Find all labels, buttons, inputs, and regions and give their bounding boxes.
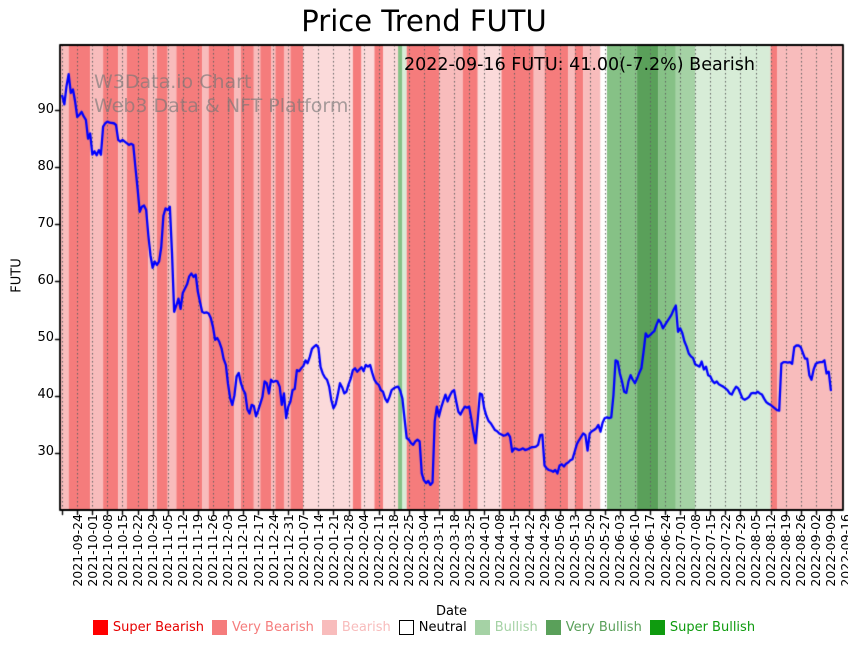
y-tick-label: 70 [37, 215, 54, 231]
x-tick-label: 2022-05-20 [582, 514, 598, 587]
x-tick-label: 2022-05-27 [597, 514, 613, 587]
legend-item-bullish: Bullish [474, 620, 538, 635]
legend-swatch [474, 620, 490, 635]
x-tick-label: 2022-02-11 [371, 514, 387, 587]
y-tick-label: 90 [37, 101, 54, 117]
legend-label: Bearish [341, 620, 391, 635]
legend-item-super-bearish: Super Bearish [92, 620, 204, 635]
x-tick-label: 2022-05-06 [552, 514, 567, 587]
x-tick-label: 2022-03-18 [446, 514, 462, 587]
y-tick-label: 60 [37, 272, 54, 288]
x-tick-label: 2022-01-07 [295, 514, 311, 587]
legend-label: Super Bearish [112, 620, 204, 635]
last-price-annotation: 2022-09-16 FUTU: 41.00(-7.2%) Bearish [404, 55, 755, 75]
x-tick-label: 2021-10-29 [145, 514, 161, 587]
legend-swatch [649, 620, 665, 635]
x-tick-label: 2022-07-22 [717, 514, 733, 587]
legend-label: Very Bearish [232, 620, 314, 635]
x-tick-label: 2021-10-22 [129, 514, 145, 587]
legend-item-very-bearish: Very Bearish [212, 620, 314, 635]
x-tick-label: 2021-11-19 [190, 514, 206, 587]
x-tick-label: 2022-01-14 [310, 514, 326, 587]
legend-label: Very Bullish [565, 620, 642, 635]
x-axis-label: Date [435, 604, 468, 619]
watermark-line1: W3Data.io Chart [94, 71, 252, 93]
y-tick-label: 50 [37, 330, 54, 346]
x-tick-label: 2022-09-09 [823, 514, 839, 587]
x-tick-label: 2022-07-08 [687, 514, 703, 587]
legend-swatch [398, 620, 414, 635]
x-tick-label: 2021-12-17 [250, 514, 266, 587]
x-tick-label: 2022-07-29 [732, 514, 748, 587]
x-tick-label: 2022-03-11 [431, 514, 447, 587]
chart-title: Price Trend FUTU [301, 4, 547, 38]
x-tick-label: 2022-03-25 [461, 514, 477, 587]
x-tick-label: 2022-01-21 [325, 514, 341, 587]
x-tick-label: 2021-10-08 [99, 514, 115, 587]
legend-swatch [321, 620, 337, 635]
legend-item-very-bullish: Very Bullish [545, 620, 642, 635]
x-tick-label: 2022-07-15 [702, 514, 718, 587]
x-tick-label: 2022-09-02 [808, 514, 824, 587]
x-tick-label: 2022-08-26 [793, 514, 809, 587]
watermark-line2: Web3 Data & NFT Platform [94, 95, 349, 117]
y-tick-label: 40 [37, 387, 54, 403]
x-tick-label: 2021-12-10 [235, 514, 251, 587]
legend-item-bearish: Bearish [321, 620, 391, 635]
legend-label: Bullish [494, 620, 538, 635]
watermark: W3Data.io Chart Web3 Data & NFT Platform [94, 70, 348, 118]
x-tick-label: 2022-04-01 [476, 514, 492, 587]
legend-swatch [92, 620, 108, 635]
x-tick-label: 2022-04-15 [506, 514, 522, 587]
x-tick-label: 2021-12-24 [265, 514, 281, 587]
legend-label: Super Bullish [669, 620, 756, 635]
x-tick-label: 2021-11-26 [205, 514, 221, 587]
x-tick-label: 2022-04-22 [521, 514, 537, 587]
legend-swatch [545, 620, 561, 635]
x-tick-label: 2022-08-12 [763, 514, 778, 587]
legend-item-super-bullish: Super Bullish [649, 620, 756, 635]
x-tick-label: 2022-03-04 [416, 514, 432, 587]
legend-swatch [212, 620, 227, 635]
x-tick-label: 2022-07-01 [672, 514, 688, 587]
x-tick-label: 2022-06-24 [657, 514, 673, 587]
x-tick-label: 2022-08-05 [747, 514, 763, 587]
y-tick-label: 30 [37, 444, 54, 460]
x-tick-label: 2021-11-05 [160, 514, 176, 587]
y-tick-label: 80 [37, 158, 54, 174]
x-tick-label: 2021-09-24 [69, 514, 85, 587]
x-tick-label: 2022-04-08 [491, 514, 507, 587]
x-tick-label: 2021-11-12 [175, 514, 191, 587]
x-tick-label: 2021-12-31 [280, 514, 296, 587]
x-tick-label: 2022-08-19 [778, 514, 794, 587]
x-tick-label: 2021-10-01 [84, 514, 100, 587]
x-tick-label: 2022-06-10 [627, 514, 643, 587]
x-tick-label: 2022-02-04 [356, 514, 372, 587]
x-tick-label: 2022-04-29 [536, 514, 552, 587]
sentiment-legend: Super Bearish Very Bearish Bearish Neutral B… [0, 620, 848, 635]
x-tick-label: 2021-12-03 [220, 514, 236, 587]
x-tick-label: 2022-06-03 [612, 514, 628, 587]
x-tick-label: 2022-02-18 [386, 514, 402, 587]
x-tick-label: 2022-05-13 [567, 514, 583, 587]
x-tick-label: 2022-06-17 [642, 514, 658, 587]
x-tick-label: 2022-01-28 [340, 514, 356, 587]
legend-item-neutral: Neutral [398, 620, 467, 635]
x-tick-label: 2021-10-15 [114, 514, 130, 587]
legend-label: Neutral [418, 620, 467, 635]
x-tick-label: 2022-02-25 [401, 514, 417, 587]
x-tick-label: 2022-09-16 [838, 514, 848, 587]
